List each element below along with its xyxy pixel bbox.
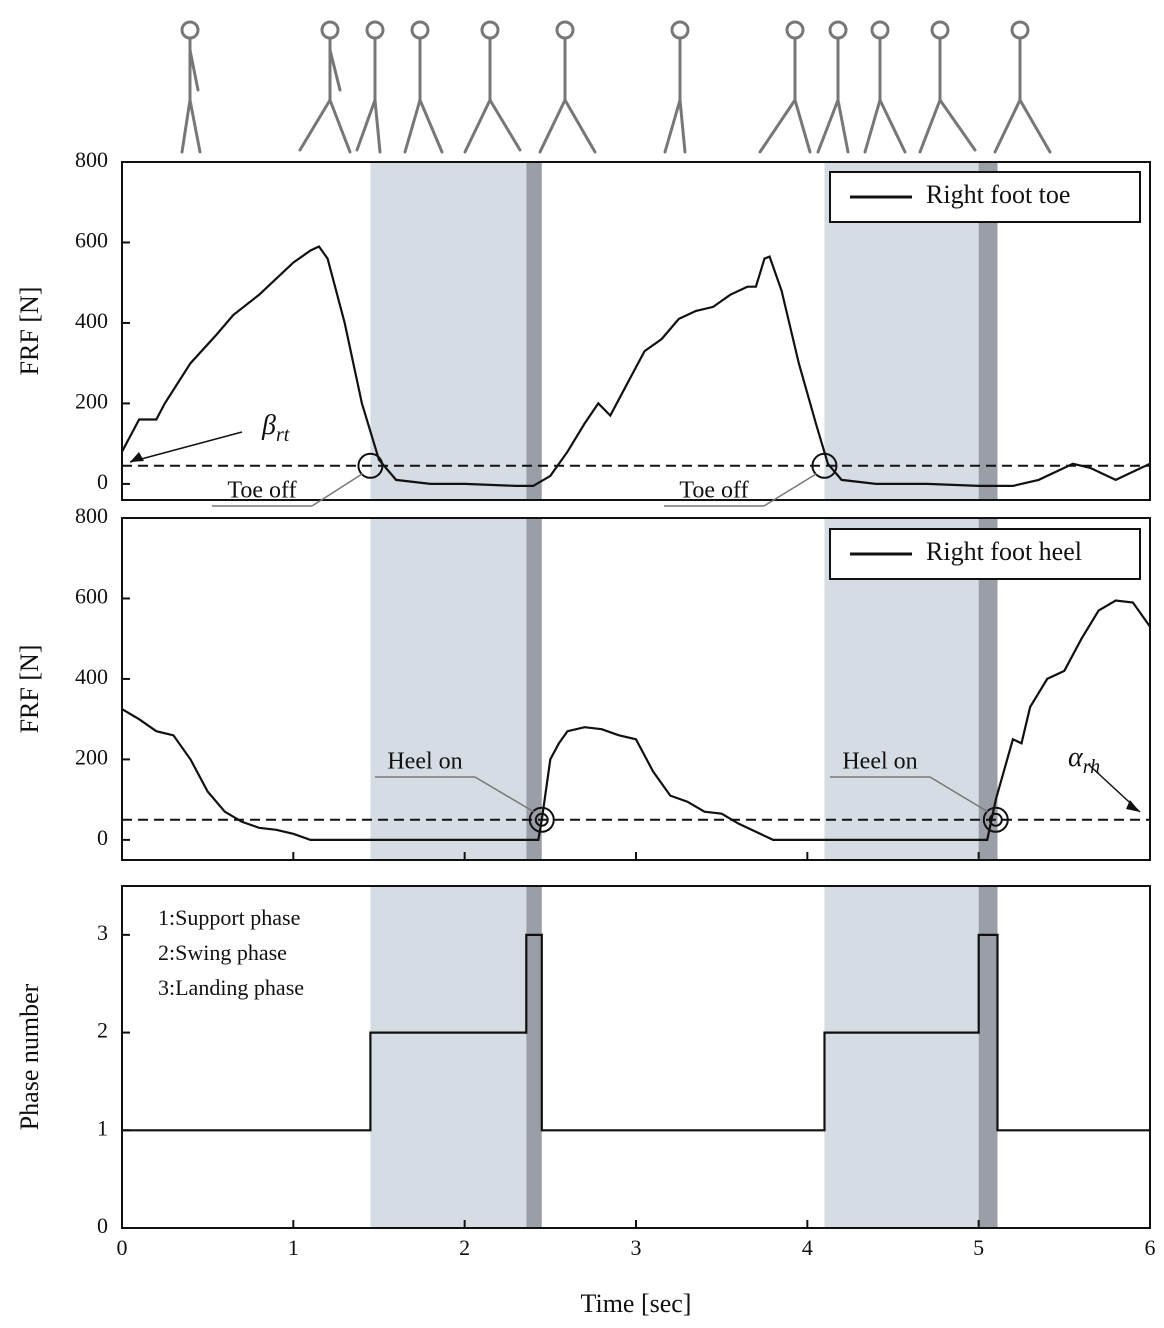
phase-span (370, 886, 527, 1228)
symbol-arrow (129, 431, 243, 463)
symbol-label: αrh (1068, 742, 1100, 777)
phase-note: 2:Swing phase (158, 940, 287, 965)
symbol-letter: α (1068, 742, 1084, 773)
y-tick-label: 0 (97, 1213, 108, 1238)
x-tick-label: 3 (631, 1235, 642, 1260)
series-line (122, 933, 1150, 1132)
phase-note: 3:Landing phase (158, 975, 304, 1000)
phase-span (370, 162, 527, 500)
x-tick-label: 0 (117, 1235, 128, 1260)
y-tick-label: 200 (75, 744, 108, 769)
y-axis-label: Phase number (15, 983, 44, 1130)
y-tick-label: 800 (75, 503, 108, 528)
y-tick-label: 400 (75, 664, 108, 689)
leader-line (929, 776, 989, 813)
phase-span (526, 162, 542, 500)
event-marker (357, 452, 384, 479)
y-axis-label: FRF [N] (15, 287, 44, 376)
arrow-head (1126, 800, 1140, 812)
leader-line (311, 473, 363, 507)
y-tick-label: 400 (75, 308, 108, 333)
series-line (121, 245, 1151, 487)
y-tick-label: 2 (97, 1018, 108, 1043)
y-tick-label: 0 (97, 825, 108, 850)
x-tick-label: 6 (1145, 1235, 1156, 1260)
x-tick-label: 5 (973, 1235, 984, 1260)
y-axis-label: FRF [N] (15, 645, 44, 734)
symbol-letter: β (261, 410, 276, 441)
event-marker (811, 452, 838, 479)
x-tick-label: 1 (288, 1235, 299, 1260)
phase-span (978, 886, 998, 1228)
arrow-head (130, 452, 144, 462)
leader-line (474, 776, 535, 813)
symbol-subscript: rt (276, 424, 290, 446)
phase-note: 1:Support phase (158, 905, 300, 930)
x-axis-label: Time [sec] (581, 1289, 692, 1318)
y-tick-label: 600 (75, 584, 108, 609)
event-marker (982, 806, 1009, 833)
series-line (121, 599, 1151, 841)
annotation-label: Heel on (387, 749, 462, 775)
x-tick-label: 2 (459, 1235, 470, 1260)
phase-span (526, 518, 542, 860)
y-tick-label: 800 (75, 147, 108, 172)
y-tick-label: 600 (75, 228, 108, 253)
symbol-label: βrt (261, 410, 290, 445)
event-marker (528, 806, 555, 833)
annotation-label: Heel on (842, 749, 917, 775)
legend-label: Right foot heel (926, 537, 1082, 566)
phase-span (370, 518, 527, 860)
phase-span (978, 162, 998, 500)
event-marker-inner (988, 812, 1003, 827)
leader-line (763, 473, 817, 507)
legend-label: Right foot toe (926, 180, 1070, 209)
walking-figures (180, 20, 1052, 154)
x-tick-label: 4 (802, 1235, 813, 1260)
event-marker-inner (534, 812, 549, 827)
plot-frame (121, 161, 1151, 501)
annotation-label: Toe off (679, 478, 748, 504)
phase-span (824, 886, 979, 1228)
phase-span (526, 886, 542, 1228)
y-tick-label: 1 (97, 1115, 108, 1140)
annotation-label: Toe off (227, 478, 296, 504)
phase-span (978, 518, 998, 860)
y-tick-label: 200 (75, 388, 108, 413)
y-tick-label: 0 (97, 469, 108, 494)
y-tick-label: 3 (97, 920, 108, 945)
